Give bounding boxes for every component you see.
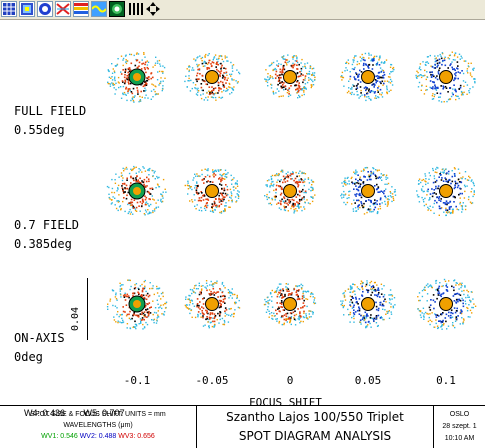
focus-shift-tick: 0.1 <box>436 374 456 387</box>
bars-icon[interactable] <box>127 1 143 17</box>
spot-grid <box>106 51 477 330</box>
footer-info-panel: OSLO 28 szept. 1 10:10 AM <box>434 406 485 448</box>
wavelengths-line: WAVELENGTHS (μm) <box>63 422 133 429</box>
row-label-on-axis: ON-AXIS 0deg <box>14 331 65 364</box>
wv1-label: WV1: 0.546 <box>41 433 78 440</box>
wv2-label: WV2: 0.488 <box>79 433 117 440</box>
color-select-icon[interactable] <box>37 1 53 17</box>
footer-units-panel: SPOT SIZE & FOCUS SHIFT: UNITS = mm WAVE… <box>0 406 197 448</box>
system-title: Szantho Lajos 100/550 Triplet <box>226 410 404 424</box>
footer: SPOT SIZE & FOCUS SHIFT: UNITS = mm WAVE… <box>0 405 485 448</box>
scale-bar-label: 0.04 <box>70 306 81 331</box>
focus-shift-tick: -0.1 <box>123 374 151 387</box>
target-icon[interactable] <box>109 1 125 17</box>
wave-icon[interactable] <box>91 1 107 17</box>
time-label: 10:10 AM <box>444 435 475 442</box>
move-arrows-icon[interactable] <box>145 1 161 17</box>
weight-w5: W5: 0.707 <box>83 408 125 418</box>
spot-diagram-plot: FULL FIELD 0.55deg 0.7 FIELD 0.385deg ON-A… <box>0 21 485 418</box>
wavelength-list: WV1: 0.546 WV2: 0.488 WV3: 0.656 <box>0 431 196 442</box>
focus-shift-tick: 0 <box>286 374 294 387</box>
toolbar <box>0 0 485 20</box>
footer-title-panel: Szantho Lajos 100/550 Triplet SPOT DIAGR… <box>197 406 434 448</box>
row-label-07-field: 0.7 FIELD 0.385deg <box>14 218 80 251</box>
stripes-icon[interactable] <box>73 1 89 17</box>
units-line: SPOT SIZE & FOCUS SHIFT: UNITS = mm <box>30 411 166 418</box>
program-name: OSLO <box>449 411 470 418</box>
scale-bar <box>87 278 88 340</box>
wavelength-weights: W4: 0.436 W5: 0.707 <box>24 408 141 418</box>
row-label-full-field: FULL FIELD 0.55deg <box>14 104 87 137</box>
grid-icon[interactable] <box>1 1 17 17</box>
crossed-rays-icon[interactable] <box>55 1 71 17</box>
focus-shift-tick: 0.05 <box>354 374 382 387</box>
analysis-title: SPOT DIAGRAM ANALYSIS <box>238 429 392 443</box>
weight-w4: W4: 0.436 <box>24 408 66 418</box>
date-label: 28 szept. 1 <box>442 423 477 430</box>
layers-icon[interactable] <box>19 1 35 17</box>
focus-shift-tick: -0.05 <box>195 374 229 387</box>
wv3-label: WV3: 0.656 <box>118 433 155 440</box>
